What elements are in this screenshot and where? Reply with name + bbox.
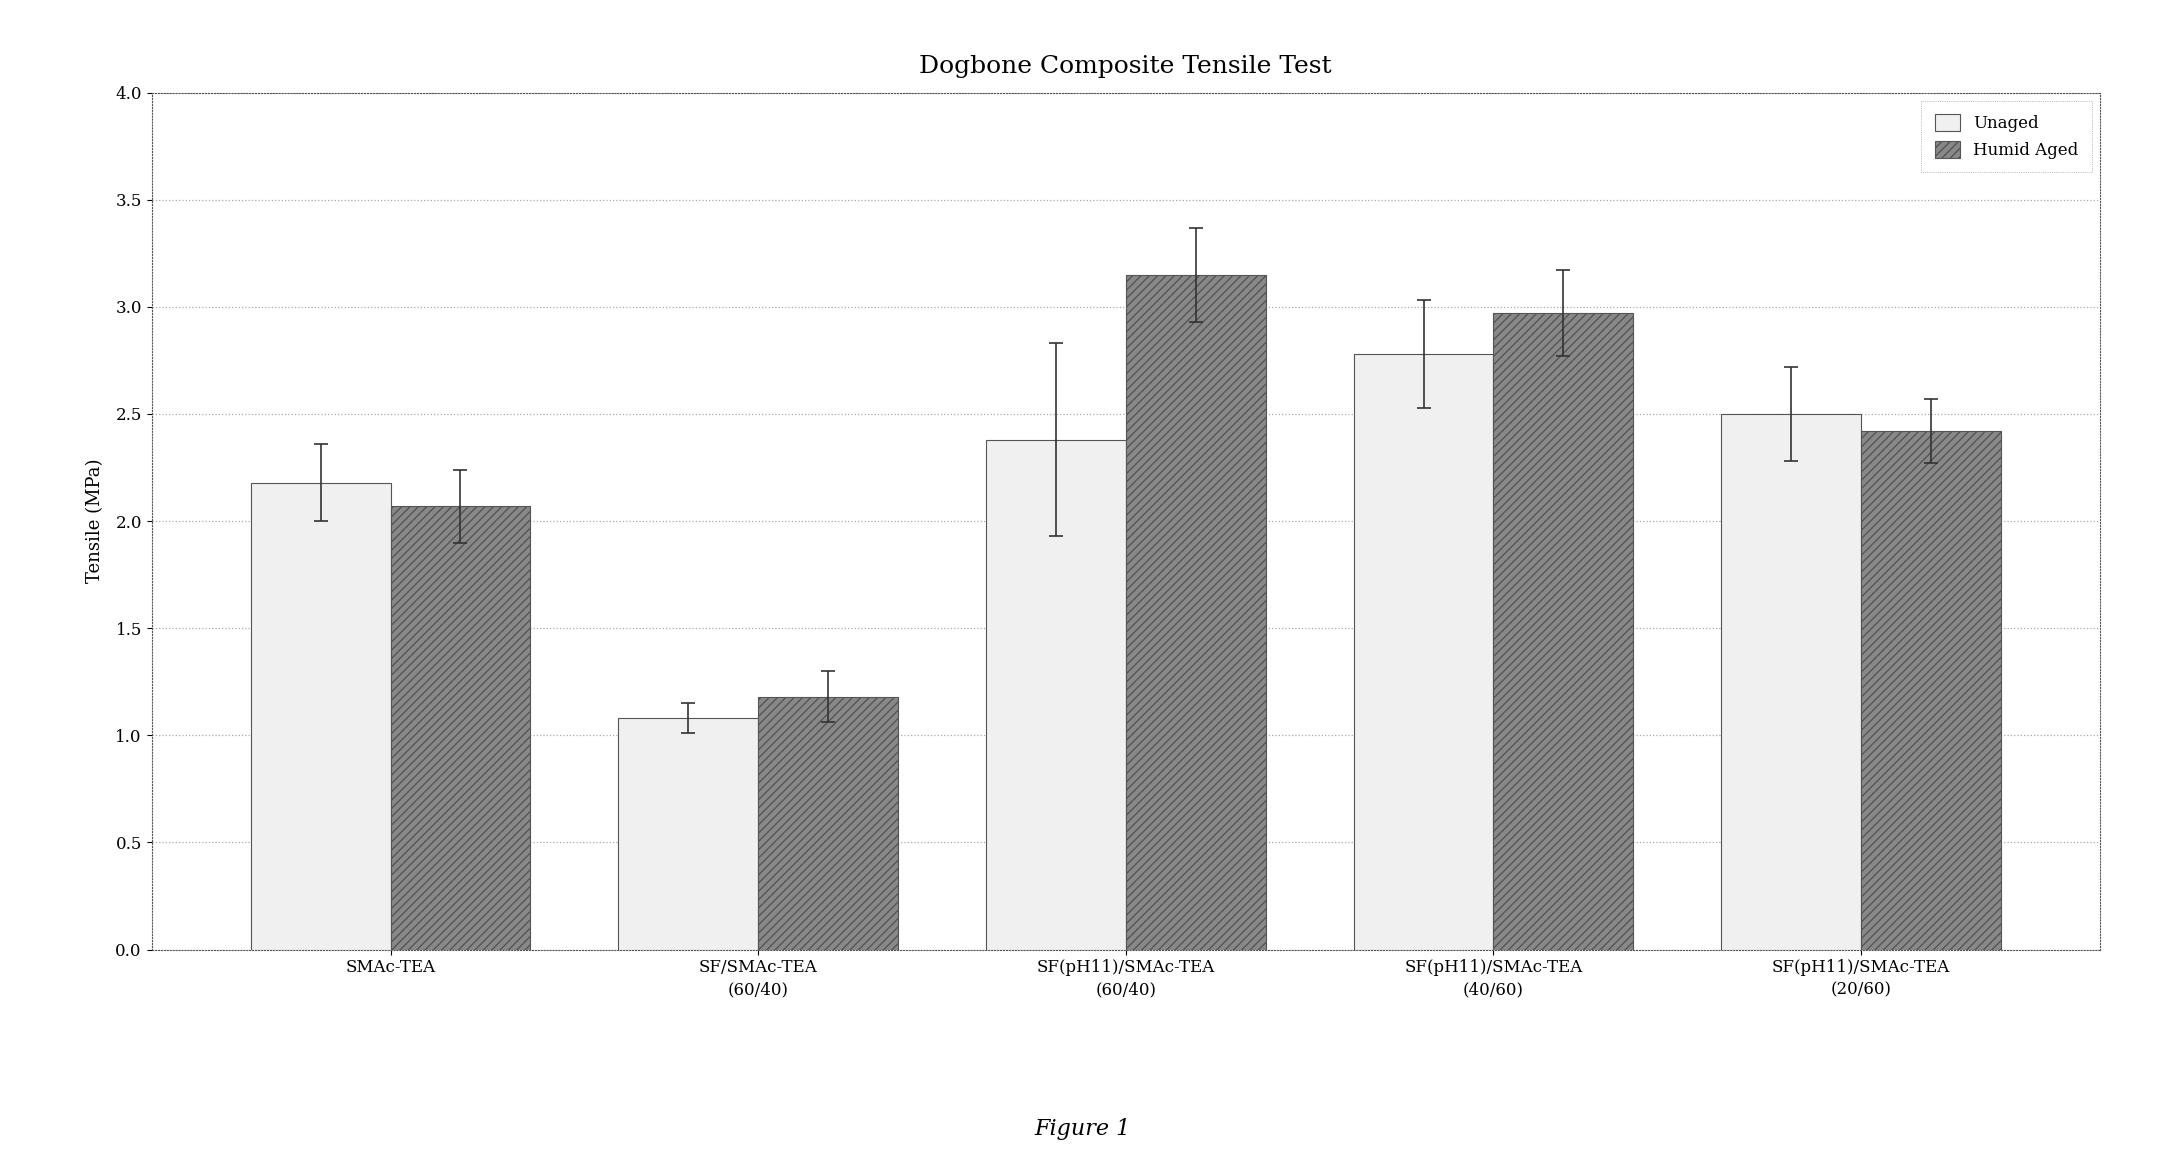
Bar [1862, 431, 2000, 950]
Bar [985, 440, 1126, 950]
Bar [1494, 314, 1632, 950]
Bar [1721, 413, 1862, 950]
Y-axis label: Tensile (MPa): Tensile (MPa) [87, 459, 104, 584]
Title: Dogbone Composite Tensile Test: Dogbone Composite Tensile Test [920, 56, 1331, 79]
Bar [1353, 354, 1494, 950]
Bar [251, 483, 390, 950]
Bar [619, 718, 758, 950]
Text: Figure 1: Figure 1 [1035, 1117, 1130, 1139]
Legend: Unaged, Humid Aged: Unaged, Humid Aged [1923, 101, 2091, 173]
Bar [1126, 274, 1267, 950]
Bar [390, 506, 530, 950]
Bar [758, 697, 898, 950]
